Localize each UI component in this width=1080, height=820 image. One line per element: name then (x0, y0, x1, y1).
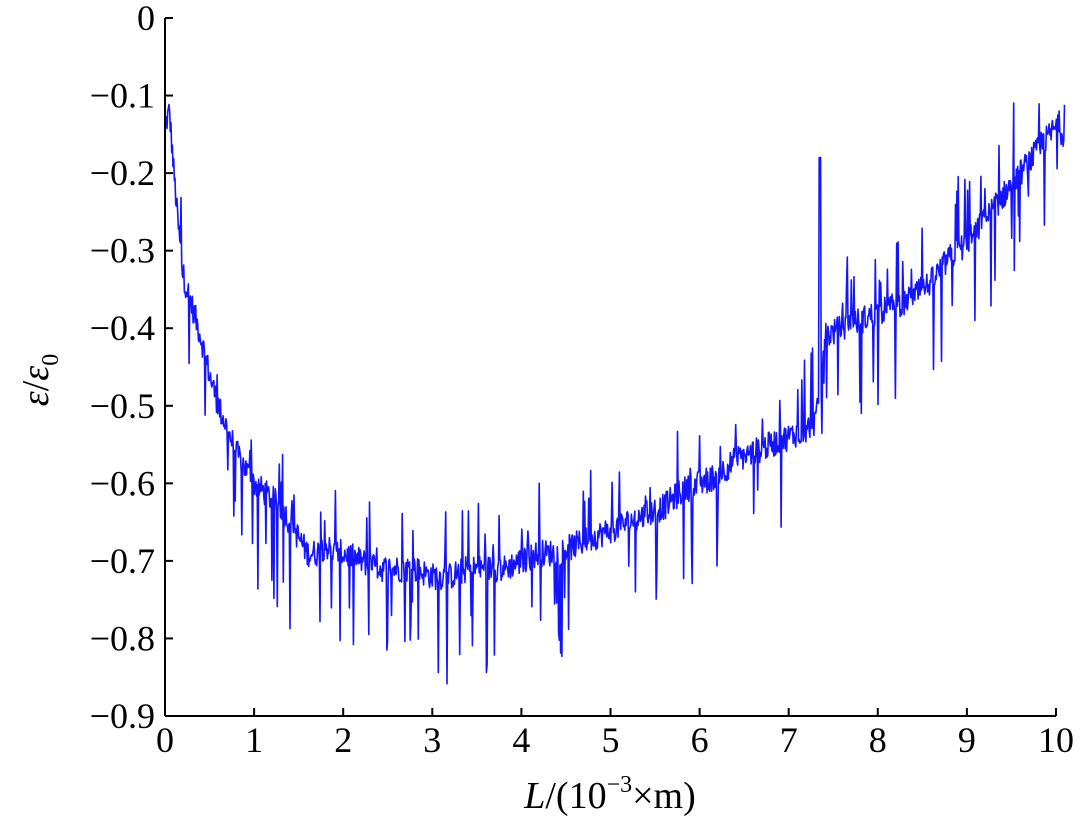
x-tick-label: 0 (156, 720, 174, 760)
x-tick-label: 10 (1038, 720, 1074, 760)
y-axis-ticks: 0 −0.1 −0.2 −0.3 −0.4 −0.5 −0.6 −0.7 −0.8 −0.9 (90, 0, 173, 736)
y-tick-label: −0.3 (90, 231, 155, 271)
x-tick-label: 1 (245, 720, 263, 760)
y-tick-label: 0 (137, 0, 155, 38)
y-tick-label: −0.7 (90, 541, 155, 581)
y-axis-label: ε/ε0 (15, 354, 64, 407)
x-tick-label: 7 (780, 720, 798, 760)
x-tick-label: 8 (869, 720, 887, 760)
y-tick-label: −0.8 (90, 618, 155, 658)
y-tick-label: −0.4 (90, 308, 155, 348)
x-tick-label: 3 (423, 720, 441, 760)
series-line (164, 102, 1066, 685)
x-axis-label: L/(10−3×m) (523, 772, 696, 817)
y-tick-label: −0.9 (90, 696, 155, 736)
x-tick-label: 6 (691, 720, 709, 760)
y-tick-label: −0.6 (90, 463, 155, 503)
y-tick-label: −0.2 (90, 153, 155, 193)
x-tick-label: 5 (602, 720, 620, 760)
y-tick-label: −0.1 (90, 76, 155, 116)
y-tick-label: −0.5 (90, 386, 155, 426)
x-tick-label: 9 (958, 720, 976, 760)
x-axis-ticks: 0 1 2 3 4 5 6 7 8 9 10 (156, 708, 1074, 760)
x-tick-label: 4 (512, 720, 530, 760)
x-tick-label: 2 (334, 720, 352, 760)
